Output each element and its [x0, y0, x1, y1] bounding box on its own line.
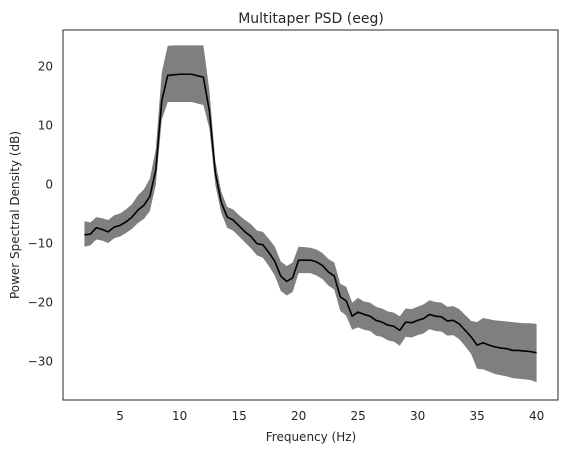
x-tick-label: 35 — [469, 409, 484, 423]
x-axis-label: Frequency (Hz) — [266, 430, 357, 444]
y-tick-label: 0 — [45, 178, 53, 192]
x-tick-label: 15 — [231, 409, 246, 423]
line-layer — [84, 73, 537, 354]
y-tick-label: −30 — [28, 355, 53, 369]
y-tick-labels: 20 10 0 −10 −20 −30 — [28, 60, 53, 369]
x-tick-labels: 5 10 15 20 25 30 35 40 — [116, 409, 544, 423]
y-tick-label: −10 — [28, 237, 53, 251]
y-axis-label: Power Spectral Density (dB) — [8, 131, 22, 299]
y-tick-label: −20 — [28, 296, 53, 310]
mean-psd-line — [84, 73, 537, 354]
x-tick-label: 40 — [529, 409, 544, 423]
x-tick-label: 25 — [350, 409, 365, 423]
x-tick-label: 5 — [116, 409, 124, 423]
confidence-band — [84, 45, 537, 383]
y-tick-label: 10 — [38, 119, 53, 133]
axes-frame — [62, 29, 559, 401]
x-tick-label: 20 — [291, 409, 306, 423]
band-layer — [84, 45, 537, 383]
y-tick-label: 20 — [38, 60, 53, 74]
chart-title: Multitaper PSD (eeg) — [238, 11, 384, 27]
x-tick-label: 10 — [172, 409, 187, 423]
x-tick-label: 30 — [410, 409, 425, 423]
